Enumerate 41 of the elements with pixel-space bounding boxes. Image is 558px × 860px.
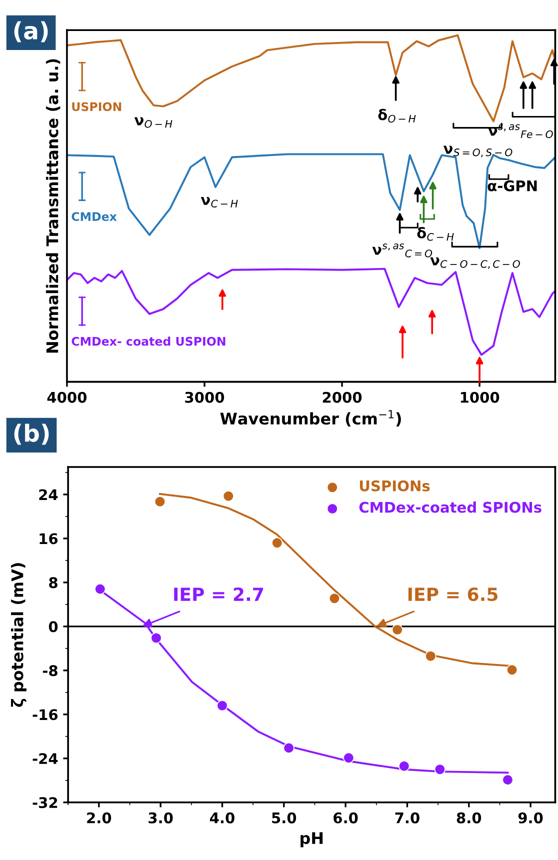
x-tick-label: 7.0 [395,812,420,824]
y-tick-label: -16 [32,709,58,720]
x-tick-label: 1000 [460,392,500,403]
legend-label: CMDex-coated SPIONs [359,502,542,513]
x-tick-label: 9.0 [518,812,543,824]
x-tick-label: 8.0 [456,812,482,824]
annotation: ν$_{O−H}$ [134,117,172,128]
annotation: IEP = 6.5 [408,587,498,602]
chart-title: (b) [14,424,49,445]
annotation: ν$_{C−O−C,C−O}$ [430,257,520,269]
y-tick-label: -24 [32,753,58,764]
y-tick-label: 0 [48,621,58,632]
annotation: IEP = 2.7 [174,587,264,601]
legend-label: USPIONs [360,480,430,492]
x-tick-label: 2000 [322,392,362,403]
x-tick-label: 3.0 [148,812,173,824]
y-axis-title: Normalized Transmittance (a. u.) [46,59,60,353]
legend-label: CMDex [72,212,117,222]
x-tick-label: 4000 [47,392,87,403]
annotation: ν$_{S=O,S−O}$ [443,146,512,158]
x-axis-title: pH [300,832,323,848]
legend-label: CMDex- coated USPION [72,336,226,346]
x-axis-title: Wavenumber (cm$^{−1}$) [220,410,401,427]
x-tick-label: 5.0 [272,812,296,824]
y-tick-label: -32 [32,797,58,808]
x-tick-label: 6.0 [334,812,358,824]
chart-title: (a) [14,21,48,42]
annotation: α-GPN [488,180,537,192]
y-tick-label: 8 [49,577,58,588]
y-tick-label: 16 [40,533,58,544]
annotation: δ$_{C−H}$ [417,227,454,241]
legend-label: USPION [72,102,122,112]
x-tick-label: 4.0 [210,812,234,824]
annotation: ν$^{s,as}$$_{C=O}$ [372,243,432,258]
annotation: ν$_{C−H}$ [200,196,238,208]
y-tick-label: 24 [39,489,58,500]
x-tick-label: 3000 [185,392,224,403]
x-tick-label: 2.0 [87,812,112,824]
annotation: δ$_{O−H}$ [378,108,416,123]
y-axis-title: ζ potential (mV) [10,563,26,707]
y-tick-label: -8 [42,665,58,676]
